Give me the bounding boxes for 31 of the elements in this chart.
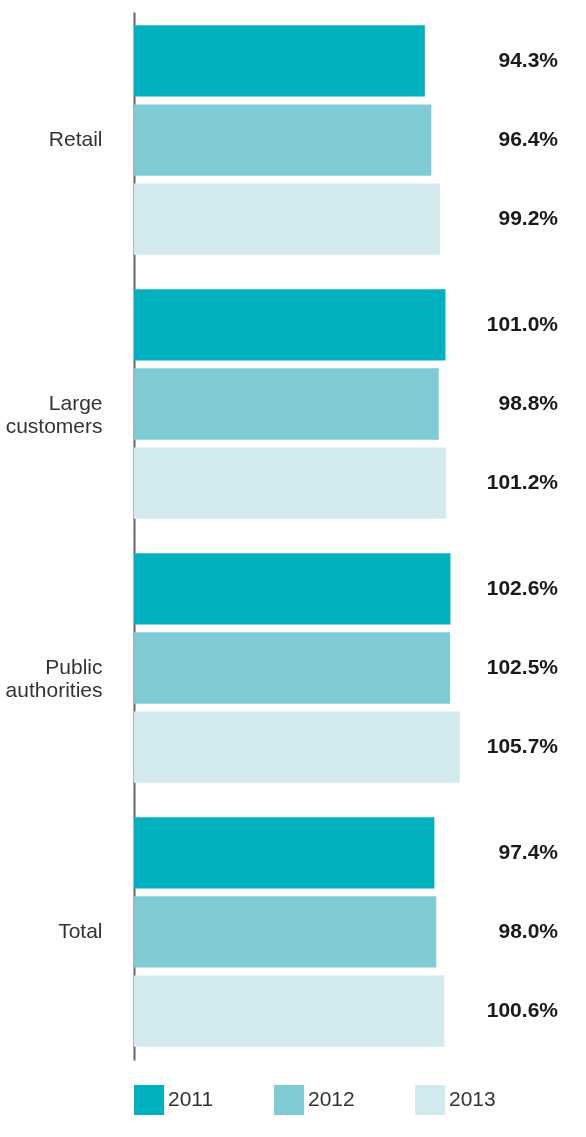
bar xyxy=(134,104,432,176)
legend-label: 2013 xyxy=(449,1087,496,1110)
y-tick-label: Retail xyxy=(48,127,103,151)
data-label: 105.7% xyxy=(486,734,559,758)
data-label: 102.5% xyxy=(486,654,559,678)
bar xyxy=(134,711,460,783)
bar xyxy=(134,632,451,704)
bar xyxy=(134,447,447,519)
bar xyxy=(134,183,440,255)
data-label: 99.2% xyxy=(498,206,559,230)
data-label: 101.2% xyxy=(486,470,559,494)
data-label: 102.6% xyxy=(486,575,559,599)
bar xyxy=(134,25,425,97)
bar xyxy=(134,368,439,440)
data-label: 98.0% xyxy=(498,918,559,942)
y-tick-label: Total xyxy=(58,918,103,942)
bar xyxy=(134,975,445,1047)
data-label: 94.3% xyxy=(498,47,559,71)
legend-label: 2012 xyxy=(308,1087,355,1110)
bar xyxy=(134,289,446,361)
data-label: 101.0% xyxy=(486,311,559,335)
data-label: 98.8% xyxy=(498,391,559,415)
y-tick-label: Public authorities xyxy=(5,654,103,701)
y-tick-label: Large customers xyxy=(5,391,103,438)
data-label: 96.4% xyxy=(498,127,559,151)
data-label: 97.4% xyxy=(498,839,559,863)
bar xyxy=(134,817,435,889)
bar xyxy=(134,896,437,968)
legend-label: 2011 xyxy=(168,1087,214,1110)
data-label: 100.6% xyxy=(486,998,559,1022)
bar xyxy=(134,553,451,625)
